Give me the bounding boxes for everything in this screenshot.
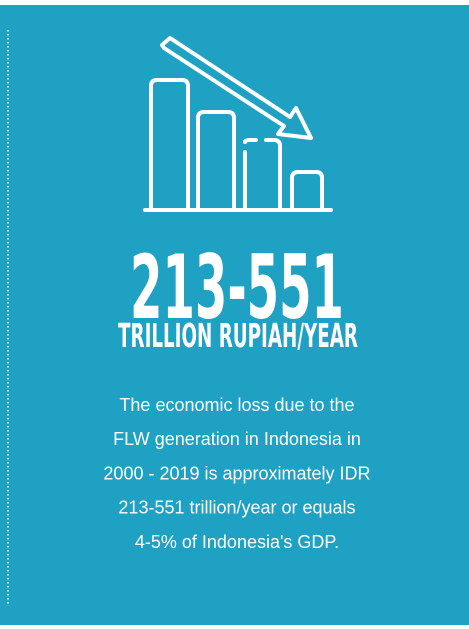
headline-figure: 213-551 <box>130 236 344 339</box>
decline-icon <box>143 36 333 212</box>
description: The economic loss due to the FLW generati… <box>103 395 370 552</box>
headline-unit: TRILLION RUPIAH/YEAR <box>118 316 358 355</box>
description-line: 213-551 trillion/year or equals <box>118 498 355 518</box>
description-line: 4-5% of Indonesia's GDP. <box>135 532 339 552</box>
card-background <box>0 5 469 625</box>
description-line: FLW generation in Indonesia in <box>113 429 361 449</box>
description-line: 2000 - 2019 is approximately IDR <box>103 463 370 483</box>
description-line: The economic loss due to the <box>119 395 354 415</box>
